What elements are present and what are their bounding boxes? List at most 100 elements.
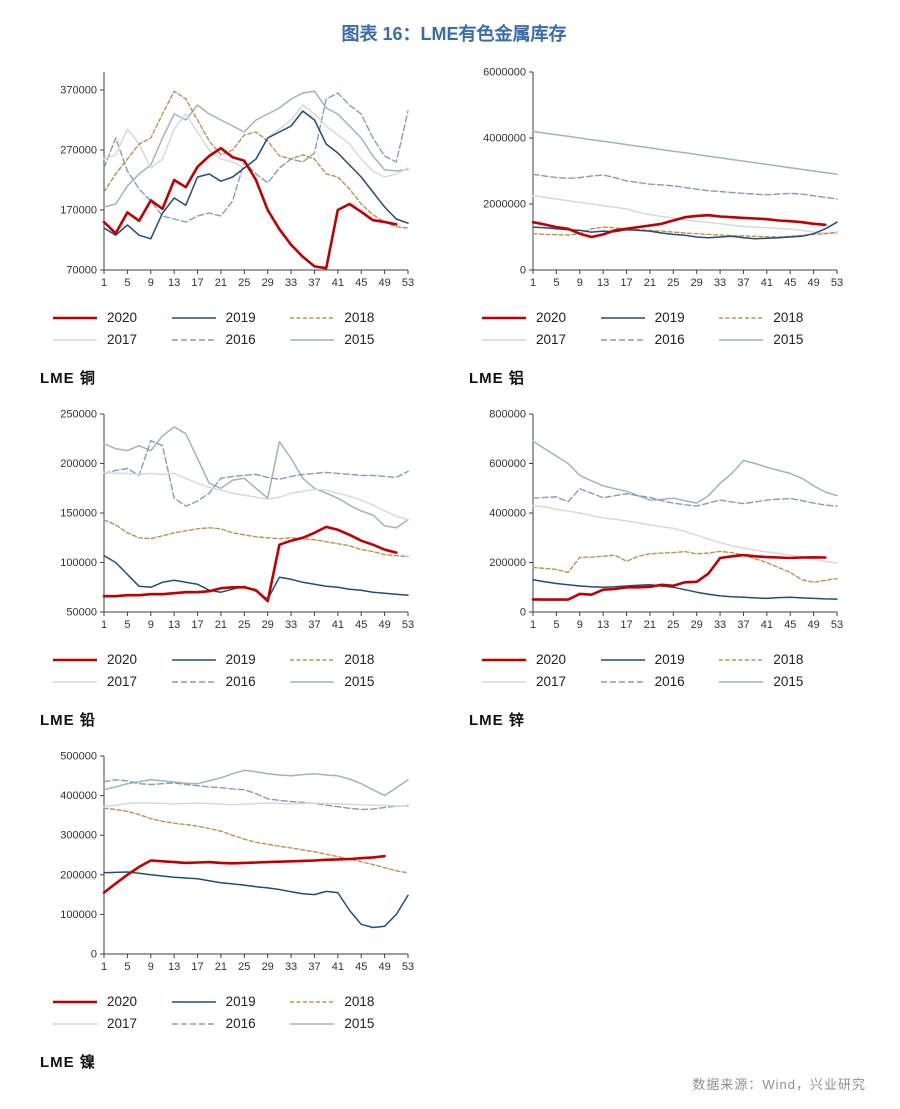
series-line-2015 bbox=[103, 769, 409, 797]
svg-text:45: 45 bbox=[784, 619, 796, 631]
page-title: 图表 16：LME有色金属库存 bbox=[341, 24, 567, 44]
legend-line-sample-2019 bbox=[171, 658, 216, 661]
legend-aluminum: 2020 2019 2018 2017 2016 2015 bbox=[481, 310, 833, 347]
series-line-2017 bbox=[532, 504, 838, 564]
legend-label-2020: 2020 bbox=[536, 652, 567, 667]
legend-item-2019: 2019 bbox=[171, 994, 286, 1009]
legend-item-2015: 2015 bbox=[289, 332, 404, 347]
svg-text:37: 37 bbox=[737, 619, 749, 631]
chart-canvas: 70000 170000 270000 370000 1 5 9 13 17 21 25 29 33 37… bbox=[60, 72, 414, 289]
svg-text:13: 13 bbox=[168, 619, 180, 631]
axes bbox=[103, 414, 408, 613]
y-axis: 0 2000000 4000000 6000000 bbox=[483, 67, 533, 277]
svg-text:200000: 200000 bbox=[489, 557, 526, 569]
svg-text:29: 29 bbox=[262, 961, 274, 973]
legend-line-sample-2017 bbox=[53, 338, 97, 341]
legend-line-sample-2015 bbox=[290, 680, 335, 683]
svg-text:13: 13 bbox=[168, 961, 180, 973]
svg-text:37: 37 bbox=[308, 619, 320, 631]
chart-plot-aluminum: 0 2000000 4000000 6000000 1 5 9 13 17 21 25 29 33 37 4… bbox=[467, 62, 870, 300]
series-line-2020 bbox=[531, 213, 827, 239]
svg-text:25: 25 bbox=[667, 619, 679, 631]
legend-line-sample-2020 bbox=[482, 658, 526, 661]
chart-caption-lead: LME 铅 bbox=[40, 712, 96, 729]
legend-label-2017: 2017 bbox=[107, 332, 138, 347]
svg-text:33: 33 bbox=[714, 277, 726, 289]
legend-label-2019: 2019 bbox=[654, 310, 685, 325]
svg-text:5: 5 bbox=[124, 277, 130, 289]
legend-item-2018: 2018 bbox=[289, 994, 404, 1009]
svg-text:29: 29 bbox=[691, 277, 703, 289]
svg-text:70000: 70000 bbox=[66, 265, 97, 277]
legend-item-2020: 2020 bbox=[481, 652, 596, 667]
legend-label-2016: 2016 bbox=[225, 332, 256, 347]
legend-item-2020: 2020 bbox=[52, 652, 167, 667]
svg-text:250000: 250000 bbox=[60, 409, 97, 421]
svg-text:29: 29 bbox=[262, 619, 274, 631]
chart-caption-zinc: LME 锌 bbox=[469, 712, 525, 729]
series-line-2020 bbox=[102, 146, 398, 270]
legend-line-sample-2018 bbox=[719, 316, 764, 319]
legend-label-2018: 2018 bbox=[344, 994, 375, 1009]
svg-text:5: 5 bbox=[124, 961, 130, 973]
svg-text:25: 25 bbox=[238, 961, 250, 973]
legend-line-sample-2016 bbox=[171, 338, 216, 341]
chart-plot-copper: 70000 170000 270000 370000 1 5 9 13 17 21 25 29 33 37… bbox=[38, 62, 441, 300]
svg-text:17: 17 bbox=[191, 961, 203, 973]
legend-line-sample-2020 bbox=[482, 316, 526, 319]
legend-line-sample-2020 bbox=[53, 658, 97, 661]
svg-text:100000: 100000 bbox=[60, 557, 97, 569]
svg-text:37: 37 bbox=[308, 961, 320, 973]
svg-text:5: 5 bbox=[553, 619, 559, 631]
y-axis: 0 200000 400000 600000 800000 bbox=[489, 409, 533, 619]
svg-text:45: 45 bbox=[355, 961, 367, 973]
series-line-2020 bbox=[102, 525, 398, 603]
legend-label-2020: 2020 bbox=[107, 652, 138, 667]
svg-text:270000: 270000 bbox=[60, 145, 97, 157]
legend-item-2015: 2015 bbox=[289, 1016, 404, 1031]
svg-text:53: 53 bbox=[831, 277, 843, 289]
axes bbox=[103, 72, 408, 271]
svg-text:45: 45 bbox=[355, 619, 367, 631]
legend-item-2018: 2018 bbox=[289, 652, 404, 667]
series-line-2018 bbox=[103, 807, 409, 874]
svg-text:41: 41 bbox=[761, 277, 773, 289]
series-line-2019 bbox=[103, 110, 409, 240]
chart-aluminum: 0 2000000 4000000 6000000 1 5 9 13 17 21 25 29 33 37 4… bbox=[467, 62, 870, 390]
svg-text:0: 0 bbox=[520, 265, 526, 277]
svg-text:49: 49 bbox=[378, 277, 390, 289]
series-line-2020 bbox=[531, 553, 827, 601]
svg-text:25: 25 bbox=[238, 619, 250, 631]
legend-line-sample-2015 bbox=[290, 338, 335, 341]
series-line-2016 bbox=[103, 92, 409, 223]
legend-item-2015: 2015 bbox=[718, 332, 833, 347]
legend-item-2017: 2017 bbox=[481, 674, 596, 689]
svg-text:37: 37 bbox=[737, 277, 749, 289]
svg-text:49: 49 bbox=[378, 961, 390, 973]
x-axis: 1 5 9 13 17 21 25 29 33 37 41 45 49 53 bbox=[101, 954, 414, 973]
legend-label-2016: 2016 bbox=[654, 674, 685, 689]
svg-text:200000: 200000 bbox=[60, 458, 97, 470]
legend-line-sample-2017 bbox=[482, 680, 526, 683]
x-axis: 1 5 9 13 17 21 25 29 33 37 41 45 49 53 bbox=[530, 270, 843, 289]
x-axis: 1 5 9 13 17 21 25 29 33 37 41 45 49 53 bbox=[530, 612, 843, 631]
svg-text:17: 17 bbox=[620, 619, 632, 631]
svg-text:53: 53 bbox=[402, 619, 414, 631]
svg-text:45: 45 bbox=[784, 277, 796, 289]
svg-text:41: 41 bbox=[332, 277, 344, 289]
svg-text:50000: 50000 bbox=[66, 607, 97, 619]
svg-text:0: 0 bbox=[91, 949, 97, 961]
legend-label-2017: 2017 bbox=[107, 674, 138, 689]
svg-text:53: 53 bbox=[402, 961, 414, 973]
series-line-2019 bbox=[532, 579, 838, 600]
legend-label-2018: 2018 bbox=[344, 652, 375, 667]
legend-line-sample-2019 bbox=[600, 316, 645, 319]
legend-label-2019: 2019 bbox=[225, 652, 256, 667]
svg-text:21: 21 bbox=[644, 277, 656, 289]
svg-text:800000: 800000 bbox=[489, 409, 526, 421]
legend-line-sample-2016 bbox=[600, 680, 645, 683]
legend-line-sample-2017 bbox=[53, 1022, 97, 1025]
legend-item-2018: 2018 bbox=[718, 310, 833, 325]
legend-zinc: 2020 2019 2018 2017 2016 2015 bbox=[481, 652, 833, 689]
